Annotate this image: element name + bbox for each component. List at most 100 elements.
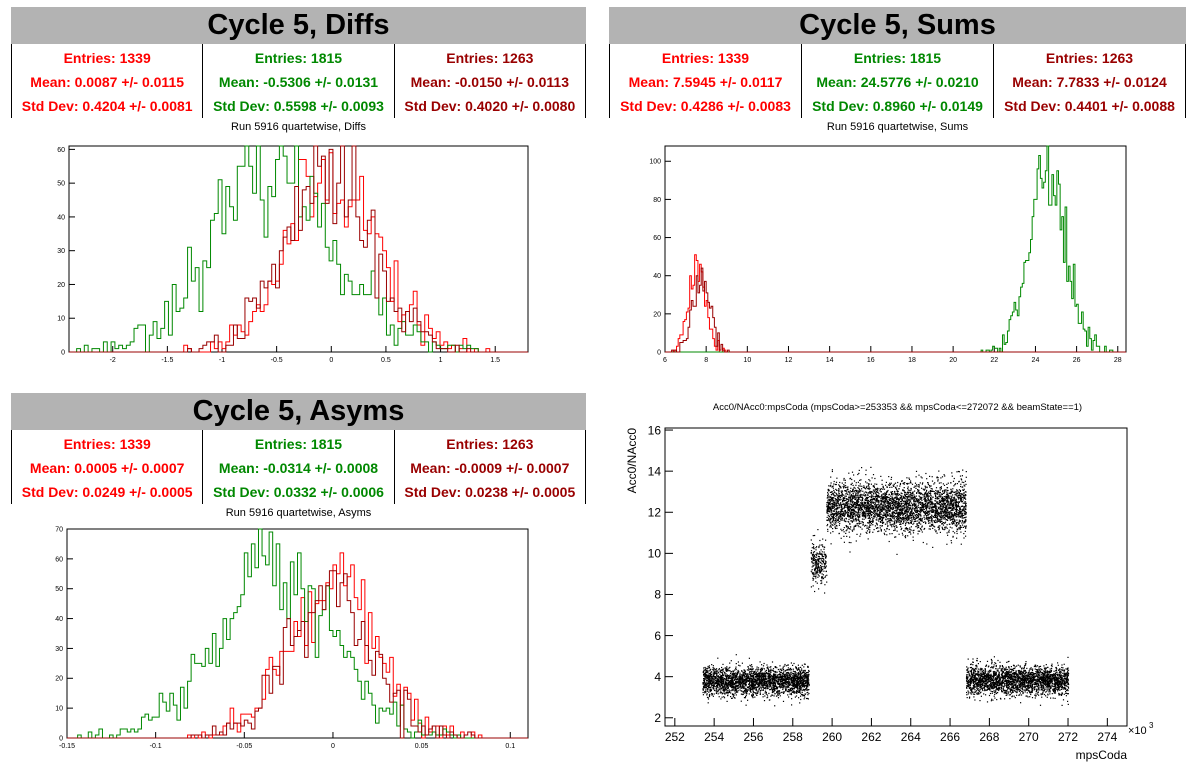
scatter-point (811, 571, 813, 573)
scatter-point (910, 507, 912, 510)
scatter-point (735, 689, 737, 692)
scatter-point (812, 585, 814, 587)
scatter-point (920, 502, 922, 504)
scatter-point (775, 676, 778, 678)
scatter-point (717, 693, 719, 695)
scatter-point (950, 504, 952, 506)
x-tick-label: 262 (861, 730, 881, 744)
scatter-point (925, 522, 927, 525)
scatter-point (766, 697, 768, 699)
scatter-point (773, 673, 775, 675)
scatter-point (821, 569, 823, 571)
scatter-point (732, 673, 734, 675)
scatter-point (744, 689, 746, 692)
scatter-point (868, 521, 870, 523)
scatter-point (853, 525, 855, 527)
scatter-point (851, 505, 853, 507)
scatter-point (936, 498, 938, 500)
scatter-point (801, 684, 803, 686)
scatter-point (724, 690, 726, 692)
scatter-point (839, 486, 841, 488)
scatter-point (813, 562, 815, 564)
scatter-point (769, 671, 771, 673)
scatter-point (782, 678, 784, 680)
scatter-point (791, 672, 793, 674)
scatter-point (763, 685, 765, 687)
scatter-point (792, 682, 794, 684)
scatter-point (921, 477, 923, 479)
scatter-point (798, 677, 800, 679)
sums-subtitle: Run 5916 quartetwise, Sums (826, 121, 969, 133)
scatter-point (787, 681, 789, 683)
scatter-point (852, 497, 854, 499)
scatter-point (771, 669, 773, 671)
scatter-point (800, 698, 802, 701)
scatter-point (755, 681, 757, 683)
scatter-point (717, 684, 720, 686)
scatter-point (717, 657, 719, 659)
scatter-point (737, 680, 739, 682)
scatter-point (861, 518, 864, 520)
scatter-point (704, 673, 706, 675)
x-tick-label: -1 (219, 357, 225, 364)
scatter-point (897, 494, 899, 496)
scatter-point (890, 476, 893, 478)
scatter-point (832, 513, 834, 515)
scatter-point (745, 677, 747, 679)
scatter-point (950, 498, 952, 500)
scatter-point (880, 513, 882, 515)
scatter-point (816, 562, 818, 564)
scatter-point (724, 688, 726, 690)
scatter-point (803, 678, 805, 680)
scatter-point (878, 515, 880, 517)
scatter-point (870, 495, 872, 497)
scatter-point (943, 498, 945, 500)
scatter-point (847, 498, 849, 500)
scatter-point (760, 680, 762, 682)
scatter-point (944, 516, 946, 518)
scatter-point (727, 680, 729, 682)
scatter-point (822, 574, 824, 576)
scatter-point (953, 513, 955, 515)
scatter-point (916, 527, 919, 529)
scatter-point (779, 684, 781, 686)
scatter-point (708, 679, 710, 681)
scatter-point (917, 503, 920, 505)
scatter-point (735, 688, 737, 690)
scatter-point (736, 682, 738, 684)
scatter-point (922, 488, 924, 490)
scatter-point (903, 495, 905, 497)
scatter-point (777, 694, 779, 696)
scatter-point (831, 518, 833, 520)
scatter-point (816, 552, 818, 554)
scatter-point (797, 681, 799, 683)
scatter-point (707, 674, 709, 677)
scatter-point (795, 695, 798, 697)
scatter-point (834, 498, 836, 500)
scatter-point (718, 683, 720, 685)
scatter-point (861, 502, 863, 505)
scatter-point (743, 680, 745, 682)
scatter-point (960, 485, 962, 488)
scatter-point (774, 693, 776, 695)
scatter-point (781, 675, 783, 677)
scatter-point (952, 491, 954, 493)
scatter-point (749, 689, 751, 691)
scatter-point (753, 691, 755, 694)
scatter-point (912, 507, 914, 509)
scatter-point (961, 501, 964, 503)
scatter-point (702, 683, 704, 685)
scatter-point (895, 496, 897, 498)
scatter-point (712, 681, 714, 684)
scatter-point (721, 693, 723, 695)
scatter-point (705, 678, 707, 680)
scatter-point (782, 675, 784, 677)
scatter-point (710, 680, 712, 682)
scatter-point (783, 675, 785, 677)
scatter-point (785, 684, 787, 686)
scatter-point (722, 685, 724, 687)
scatter-point (756, 694, 758, 696)
scatter-point (798, 678, 800, 680)
scatter-point (833, 500, 835, 502)
scatter-point (706, 683, 708, 685)
